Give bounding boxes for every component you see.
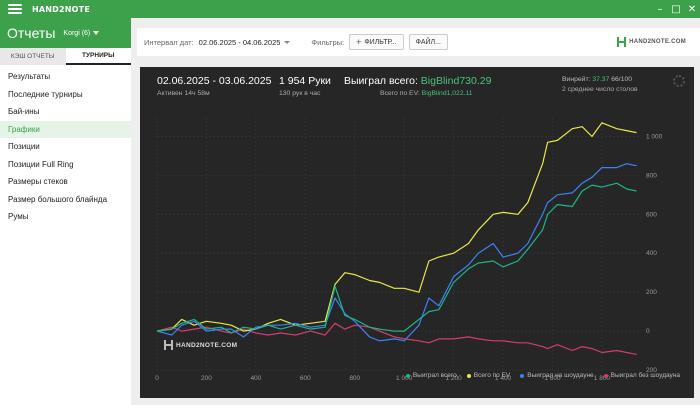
legend-label: Выиграл без шоудауна [610, 372, 680, 379]
file-button[interactable]: ФАЙЛ... [408, 34, 448, 50]
legend-dot-icon [520, 373, 525, 378]
won-total-value: BigBlind730.29 [420, 75, 492, 87]
sidebar-item-recent-tournaments[interactable]: Последние турниры [8, 89, 83, 99]
logo-icon [617, 37, 627, 47]
x-tick-label: 1 000 [396, 375, 413, 382]
x-tick-label: 1 800 [594, 375, 611, 382]
legend-label: Выиграл всего [412, 372, 457, 379]
account-label: Korgi (6) [63, 29, 91, 37]
y-tick-label: 800 [646, 172, 657, 179]
window-controls: – □ ✕ [652, 0, 700, 18]
filter-button[interactable]: + ФИЛЬТР... [349, 34, 404, 50]
brand-logo: HAND2NOTE.COM [617, 37, 686, 47]
chevron-down-icon [284, 40, 291, 44]
hands-per-hour-text: 130 рук в час [279, 90, 321, 97]
logo-icon [164, 340, 173, 350]
chart-area: 0 200 400 600 800 1 000 1 200 1 400 1 600 1 800 20… [140, 67, 694, 398]
stat-won-total: Выиграл всего: BigBlind730.29 Всего по E… [344, 75, 491, 97]
sidebar-list: Результаты Последние турниры Бай-ины Гра… [0, 65, 131, 226]
winrate-count: 66/100 [611, 76, 633, 83]
y-tick-label: 200 [646, 289, 657, 296]
tab-tournaments[interactable]: ТУРНИРЫ [65, 48, 131, 65]
x-tick-label: 1 600 [544, 375, 561, 382]
page-title: Отчеты [7, 25, 56, 41]
y-tick-label: 1 000 [646, 133, 663, 140]
y-tick-label: 0 [646, 328, 650, 335]
stat-hands: 1 954 Руки 130 рук в час [279, 75, 331, 97]
app-name: HAND2NOTE [32, 4, 91, 14]
sidebar-item-big-blind-size[interactable]: Размер большого блайнда [8, 194, 108, 204]
chevron-down-icon [93, 31, 100, 35]
hands-text: 1 954 Руки [279, 75, 331, 87]
main-content: Интервал дат: 02.06.2025 - 04.06.2025 Фи… [131, 18, 700, 405]
sidebar: Отчеты Korgi (6) КЭШ ОТЧЕТЫ ТУРНИРЫ Резу… [0, 18, 131, 405]
chart-legend: Выиграл всего Всего по EV Выиграл на шоуда… [396, 372, 680, 379]
avg-tables-text: 2 среднее число столов [562, 86, 638, 93]
report-tabs: КЭШ ОТЧЕТЫ ТУРНИРЫ [0, 48, 131, 65]
title-bar: HAND2NOTE – □ ✕ [0, 0, 700, 18]
stat-winrate: Винрейт: 37.37 66/100 2 среднее число ст… [562, 75, 638, 93]
minimize-icon[interactable]: – [657, 3, 663, 15]
interval-label: Интервал дат: [144, 37, 194, 47]
y-tick-label: 400 [646, 250, 657, 257]
x-tick-label: 1 200 [445, 375, 462, 382]
legend-label: Всего по EV [473, 372, 511, 379]
sidebar-item-buyins[interactable]: Бай-ины [8, 107, 40, 117]
toolbar: Интервал дат: 02.06.2025 - 04.06.2025 Фи… [137, 28, 700, 56]
date-range-text: 02.06.2025 - 03.06.2025 [157, 75, 272, 87]
sidebar-item-positions[interactable]: Позиции [8, 142, 40, 152]
legend-dot-icon [405, 373, 410, 378]
x-tick-label: 600 [300, 375, 311, 382]
filters-label: Фильтры: [311, 37, 345, 47]
date-interval-select[interactable]: 02.06.2025 - 04.06.2025 [199, 38, 291, 47]
ev-label: Всего по EV: [380, 90, 420, 97]
x-tick-label: 200 [201, 375, 212, 382]
hamburger-menu-icon[interactable] [8, 4, 22, 14]
legend-item[interactable]: Выиграл всего [405, 372, 457, 379]
series-line-3 [156, 322, 637, 355]
stats-header: 02.06.2025 - 03.06.2025 Активен 14ч 58м … [140, 67, 694, 115]
won-total-label: Выиграл всего: [344, 75, 418, 87]
legend-dot-icon [466, 373, 471, 378]
active-time-text: Активен 14ч 58м [157, 90, 210, 97]
legend-item[interactable]: Выиграл на шоудауне [520, 372, 594, 379]
legend-item[interactable]: Всего по EV [466, 372, 511, 379]
sidebar-item-positions-full-ring[interactable]: Позиции Full Ring [8, 159, 74, 169]
sidebar-item-graphs[interactable]: Графики [0, 120, 131, 138]
sidebar-header: Отчеты Korgi (6) [0, 18, 131, 48]
tab-cash-reports[interactable]: КЭШ ОТЧЕТЫ [10, 53, 55, 60]
x-tick-label: 1 400 [495, 375, 512, 382]
maximize-icon[interactable]: □ [671, 3, 681, 15]
legend-label: Выиграл на шоудауне [527, 372, 594, 379]
results-chart: 0 200 400 600 800 1 000 1 200 1 400 1 600 1 800 20… [155, 117, 663, 382]
x-tick-label: 0 [155, 375, 159, 382]
stat-date-range: 02.06.2025 - 03.06.2025 Активен 14ч 58м [157, 75, 271, 97]
series-line-0 [156, 182, 637, 334]
ev-value: BigBlind1,022.11 [421, 90, 473, 97]
logo-text: HAND2NOTE.COM [629, 39, 686, 45]
series-line-1 [156, 122, 637, 332]
chart-watermark-logo: HAND2NOTE.COM [164, 340, 237, 350]
plus-icon: + [356, 37, 362, 47]
sidebar-item-stack-sizes[interactable]: Размеры стеков [8, 177, 68, 187]
account-selector[interactable]: Korgi (6) [63, 29, 100, 37]
gear-icon[interactable] [673, 75, 685, 87]
winrate-label: Винрейт: [562, 76, 591, 83]
x-tick-label: 800 [349, 375, 360, 382]
y-tick-label: 200 [646, 367, 657, 374]
y-tick-label: 600 [646, 211, 657, 218]
filter-button-label: ФИЛЬТР... [364, 38, 397, 46]
sidebar-item-results[interactable]: Результаты [8, 72, 51, 82]
sidebar-item-rooms[interactable]: Румы [8, 212, 29, 222]
close-icon[interactable]: ✕ [687, 3, 697, 15]
date-interval-value: 02.06.2025 - 04.06.2025 [198, 37, 281, 47]
graph-panel: 0 200 400 600 800 1 000 1 200 1 400 1 600 1 800 20… [140, 67, 694, 398]
chart-logo-text: HAND2NOTE.COM [176, 341, 238, 349]
x-tick-label: 400 [250, 375, 261, 382]
series-line-2 [156, 163, 637, 342]
legend-item[interactable]: Выиграл без шоудауна [603, 372, 680, 379]
winrate-value: 37.37 [592, 76, 610, 83]
legend-dot-icon [603, 373, 608, 378]
